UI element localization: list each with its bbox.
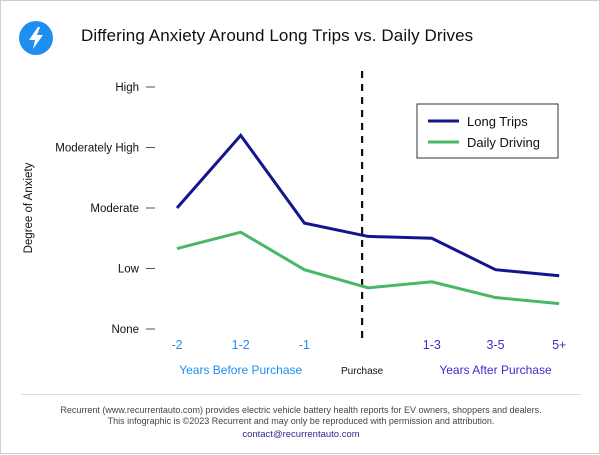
series-line-daily-driving xyxy=(176,230,560,306)
chart-title: Differing Anxiety Around Long Trips vs. … xyxy=(81,26,474,45)
legend-label: Long Trips xyxy=(467,114,528,129)
footer-divider xyxy=(21,394,581,395)
footer-description: Recurrent (www.recurrentauto.com) provid… xyxy=(60,405,542,415)
y-tick-label: Moderately High xyxy=(55,143,139,155)
y-tick-label: Moderate xyxy=(90,203,139,215)
x-group-label: Years Before Purchase xyxy=(179,363,302,377)
x-tick-label: 1-3 xyxy=(423,338,441,352)
y-tick-label: High xyxy=(115,82,139,94)
y-tick-label: None xyxy=(112,324,140,336)
y-axis-label: Degree of Anxiety xyxy=(23,162,35,253)
y-tick-label: Low xyxy=(118,264,140,276)
series-line-long-trips xyxy=(175,132,560,278)
x-tick-label: 5+ xyxy=(552,338,566,352)
x-group-label: Purchase xyxy=(341,366,384,377)
x-group-label: Years After Purchase xyxy=(439,363,552,377)
x-tick-label: 3-5 xyxy=(486,338,504,352)
footer-copyright: This infographic is ©2023 Recurrent and … xyxy=(107,416,495,426)
x-tick-label: -2 xyxy=(171,338,182,352)
x-tick-label: 1-2 xyxy=(232,338,250,352)
lightning-bolt-logo-icon xyxy=(19,21,53,55)
legend-box xyxy=(416,103,559,159)
x-tick-label: -1 xyxy=(299,338,310,352)
legend-label: Daily Driving xyxy=(467,135,540,150)
footer-contact-link[interactable]: contact@recurrentauto.com xyxy=(242,429,360,440)
